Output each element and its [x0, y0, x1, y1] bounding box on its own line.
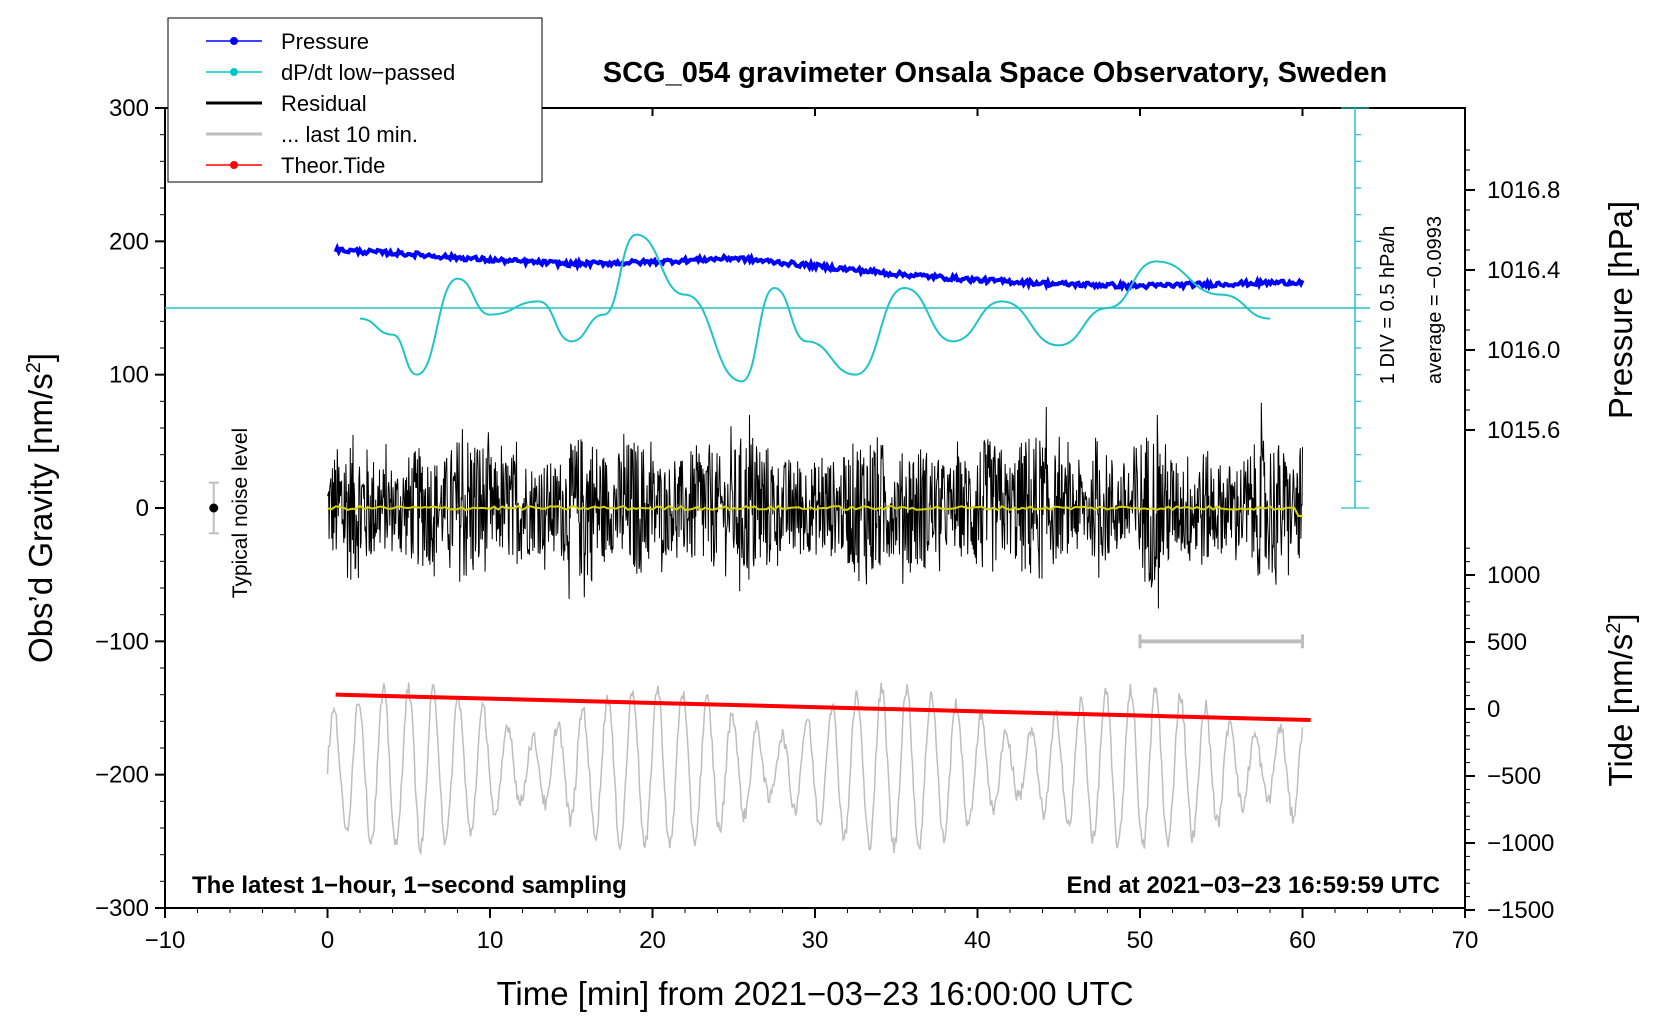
- tide-tick-label: −1000: [1487, 830, 1554, 857]
- y-axis-title-left: Obs’d Gravity [nm/s2]: [22, 353, 59, 663]
- pressure-tick-label: 1015.6: [1487, 417, 1560, 444]
- footer-left-note: The latest 1−hour, 1−second sampling: [192, 872, 627, 899]
- y-tick-label: −200: [95, 762, 149, 789]
- y-tick-label: 200: [109, 228, 149, 255]
- legend: Pressure dP/dt low−passed Residual ... last…: [167, 17, 543, 183]
- theor-tide-line: [335, 692, 1311, 722]
- y-tick-label: −300: [95, 895, 149, 922]
- tide-tick-label: 1000: [1487, 562, 1540, 589]
- chart-title: SCG_054 gravimeter Onsala Space Observat…: [603, 57, 1387, 89]
- tide-tick-label: 0: [1487, 696, 1500, 723]
- x-tick-label: 20: [639, 927, 666, 954]
- x-tick-label: 10: [477, 927, 504, 954]
- pressure-tick-label: 1016.4: [1487, 257, 1560, 284]
- dpdt-average-label: average = −0.0993: [1424, 216, 1446, 384]
- pressure-series: [333, 242, 1305, 293]
- legend-box: [167, 17, 543, 183]
- residual-smoothed-line: [327, 504, 1303, 517]
- x-tick-label: 50: [1127, 927, 1154, 954]
- x-axis-title: Time [min] from 2021−03−23 16:00:00 UTC: [496, 975, 1133, 1012]
- legend-label: Theor.Tide: [281, 153, 385, 178]
- dpdt-line: [359, 233, 1271, 383]
- y-tick-label: −100: [95, 628, 149, 655]
- legend-label: Residual: [281, 91, 367, 116]
- x-tick-label: −10: [145, 927, 186, 954]
- tide-tick-label: −1500: [1487, 897, 1554, 924]
- residual-line: [327, 402, 1303, 609]
- dpdt-series: [165, 107, 1370, 509]
- legend-swatch-marker: [230, 161, 238, 169]
- pressure-line: [333, 242, 1305, 293]
- y-axis-title-tide: Tide [nm/s2]: [1602, 613, 1639, 786]
- last-10-min-line: [326, 682, 1304, 856]
- noise-bar-dot: [209, 503, 219, 513]
- legend-label: Pressure: [281, 29, 369, 54]
- x-tick-label: 30: [802, 927, 829, 954]
- legend-swatch-marker: [230, 37, 238, 45]
- x-tick-label: 40: [964, 927, 991, 954]
- dpdt-scale-label: 1 DIV = 0.5 hPa/h: [1377, 226, 1399, 384]
- legend-label: ... last 10 min.: [281, 122, 418, 147]
- y-tick-label: 100: [109, 362, 149, 389]
- x-tick-label: 60: [1289, 927, 1316, 954]
- x-tick-label: 70: [1452, 927, 1479, 954]
- pressure-tick-label: 1016.0: [1487, 337, 1560, 364]
- y-tick-label: 0: [136, 495, 149, 522]
- residual-series: [327, 402, 1303, 609]
- tide-tick-label: −500: [1487, 763, 1541, 790]
- tide-tick-label: 500: [1487, 629, 1527, 656]
- last-10-min-series: [326, 682, 1304, 856]
- legend-label: dP/dt low−passed: [281, 60, 455, 85]
- x-tick-label: 0: [321, 927, 334, 954]
- theor-tide-series: [335, 692, 1311, 722]
- axes: −10 0 10 20 30 40 50 60 703002001000−100−200−300…: [95, 95, 1560, 954]
- footer-right-note: End at 2021−03−23 16:59:59 UTC: [1066, 872, 1440, 899]
- y-tick-label: 300: [109, 95, 149, 122]
- noise-level-label: Typical noise level: [229, 428, 252, 598]
- y-axis-title-pressure: Pressure [hPa]: [1602, 201, 1639, 419]
- legend-swatch-marker: [230, 68, 238, 76]
- pressure-tick-label: 1016.8: [1487, 177, 1560, 204]
